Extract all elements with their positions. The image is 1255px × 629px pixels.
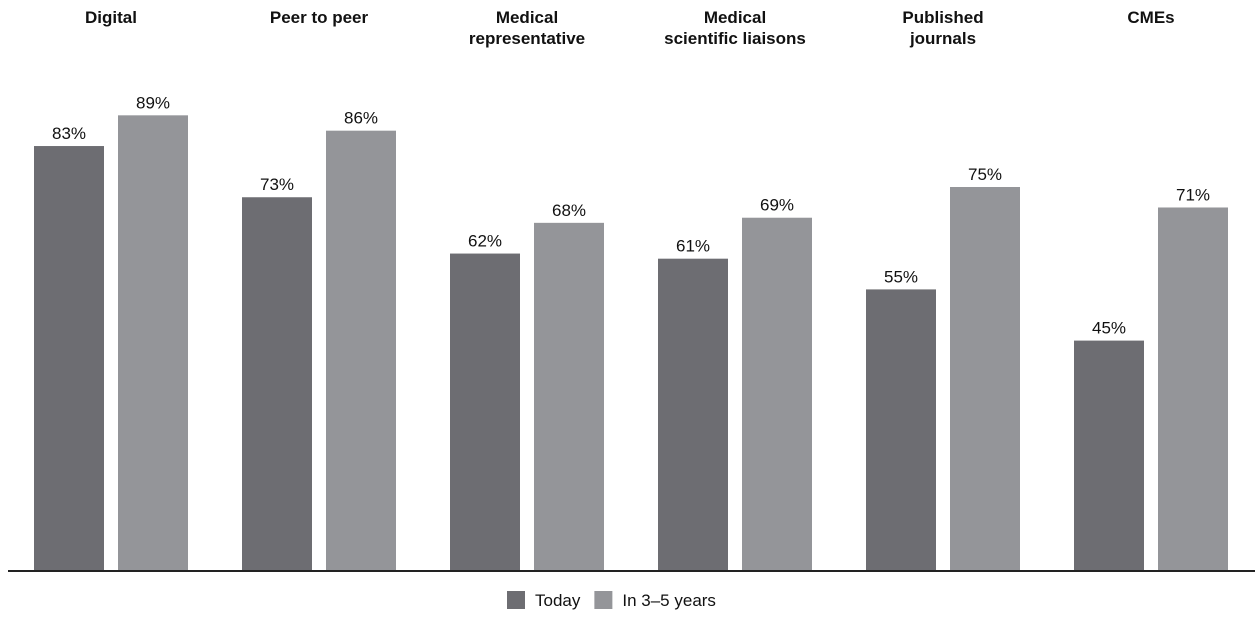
bar [742, 217, 812, 571]
bar [118, 115, 188, 571]
category-label: Peer to peer [270, 8, 369, 27]
legend: Today In 3–5 years [507, 591, 716, 610]
bar [326, 130, 396, 571]
category-label: Medical scientific liaisons [664, 8, 806, 48]
bar [658, 258, 728, 571]
data-label: 62% [468, 232, 502, 251]
bar [1074, 340, 1144, 571]
data-label: 55% [884, 267, 918, 286]
category-labels: Digital Peer to peer Medical representative… [85, 8, 1175, 48]
value-labels: 83% 89% 73% 86% 62% 68% 61% 69% 55% 75% 45% 71% [52, 93, 1210, 337]
category-label: Medical representative [469, 8, 585, 48]
bar [866, 289, 936, 571]
bar [950, 187, 1020, 571]
bar [1158, 207, 1228, 572]
data-label: 71% [1176, 185, 1210, 204]
data-label: 75% [968, 165, 1002, 184]
category-label: CMEs [1127, 8, 1174, 27]
legend-swatch [507, 591, 525, 609]
data-label: 45% [1092, 319, 1126, 338]
bars [34, 115, 1228, 572]
bar [242, 197, 312, 572]
bar [34, 146, 104, 572]
bar [534, 222, 604, 571]
legend-swatch [594, 591, 613, 609]
legend-label: Today [535, 591, 581, 610]
data-label: 61% [676, 237, 710, 256]
category-label: Digital [85, 8, 137, 27]
data-label: 89% [136, 93, 170, 112]
data-label: 69% [760, 196, 794, 215]
data-label: 73% [260, 175, 294, 194]
category-label: Published journals [902, 8, 983, 48]
data-label: 83% [52, 124, 86, 143]
legend-label: In 3–5 years [622, 591, 716, 610]
data-label: 86% [344, 109, 378, 128]
bar [450, 253, 520, 571]
data-label: 68% [552, 201, 586, 220]
